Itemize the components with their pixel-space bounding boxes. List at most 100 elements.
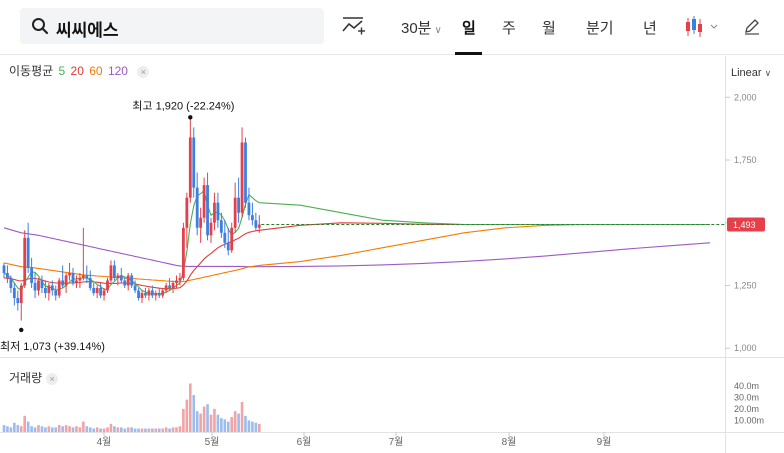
candle-body bbox=[64, 275, 68, 286]
candle-body bbox=[68, 272, 71, 276]
volume-bar bbox=[82, 421, 85, 432]
candlestick-type-icon[interactable] bbox=[684, 16, 720, 38]
ma-20-line bbox=[3, 222, 710, 290]
candle-body bbox=[230, 227, 234, 251]
price-chart[interactable]: 1,0001,2501,5001,7502,0004월5월6월7월8월9월1,4… bbox=[0, 56, 784, 453]
chart-area[interactable]: 1,0001,2501,5001,7502,0004월5월6월7월8월9월1,4… bbox=[0, 56, 784, 453]
add-indicator-icon[interactable] bbox=[341, 16, 367, 36]
volume-bar bbox=[61, 426, 64, 432]
ma-60-line bbox=[3, 223, 710, 283]
volume-bar bbox=[30, 426, 33, 432]
volume-bar bbox=[95, 427, 99, 432]
candle-body bbox=[12, 287, 16, 299]
scale-mode-select[interactable]: Linear ∨ bbox=[731, 67, 771, 79]
candle-body bbox=[251, 215, 254, 221]
volume-bar bbox=[37, 425, 40, 432]
candle-body bbox=[219, 220, 223, 233]
volume-tick-label: 20.0m bbox=[734, 404, 759, 414]
candle-body bbox=[150, 290, 154, 296]
candle-body bbox=[244, 142, 247, 203]
ma-legend-120: 120 bbox=[107, 64, 128, 78]
stock-search-box[interactable]: 씨씨에스 bbox=[20, 8, 324, 44]
volume-bar bbox=[140, 428, 144, 432]
period-tab-quarter[interactable]: 분기 bbox=[586, 20, 614, 37]
volume-bar bbox=[247, 420, 251, 432]
candle-body bbox=[40, 280, 44, 288]
volume-bar bbox=[251, 421, 254, 432]
candle-body bbox=[216, 202, 220, 221]
volume-bar bbox=[109, 423, 113, 432]
period-tab-year[interactable]: 년 bbox=[643, 20, 657, 37]
ma-legend: 이동평균 5 20 60 120 × bbox=[9, 62, 151, 79]
volume-bar bbox=[202, 406, 206, 432]
candle-body bbox=[95, 287, 99, 294]
candle-body bbox=[130, 275, 134, 286]
candle-body bbox=[19, 285, 23, 304]
volume-bar bbox=[78, 427, 82, 432]
volume-bar bbox=[161, 428, 164, 432]
candle-body bbox=[161, 290, 165, 296]
volume-bar bbox=[57, 425, 61, 432]
chevron-down-icon: ∨ bbox=[434, 25, 442, 36]
volume-bar bbox=[258, 423, 261, 432]
candle-body bbox=[195, 187, 199, 228]
candle-body bbox=[37, 280, 40, 291]
candle-body bbox=[81, 275, 85, 278]
volume-bar bbox=[16, 425, 20, 432]
volume-bar bbox=[99, 428, 102, 432]
high-marker bbox=[188, 115, 193, 120]
volume-tick-label: 30.0m bbox=[734, 392, 759, 402]
candle-body bbox=[106, 280, 109, 291]
volume-bar bbox=[64, 425, 68, 432]
volume-bar bbox=[23, 415, 26, 432]
volume-bar bbox=[189, 383, 192, 432]
volume-bar bbox=[120, 427, 123, 432]
pencil-icon[interactable] bbox=[743, 17, 761, 35]
volume-title: 거래량 × bbox=[9, 369, 59, 386]
volume-bar bbox=[216, 414, 220, 432]
volume-bar bbox=[178, 426, 182, 432]
volume-bar bbox=[9, 427, 13, 432]
candle-body bbox=[126, 275, 130, 286]
ma-legend-20: 20 bbox=[70, 64, 84, 78]
volume-bar bbox=[33, 427, 37, 432]
candle-body bbox=[113, 265, 116, 278]
candle-body bbox=[226, 242, 230, 251]
candle-body bbox=[147, 290, 151, 296]
volume-bar bbox=[254, 422, 258, 432]
candle-body bbox=[71, 272, 75, 283]
volume-bar bbox=[13, 422, 16, 432]
ma-120-line bbox=[3, 227, 711, 268]
volume-bar bbox=[230, 416, 233, 432]
candle-body bbox=[182, 227, 185, 278]
volume-bar bbox=[226, 421, 230, 432]
period-tab-month[interactable]: 월 bbox=[542, 20, 556, 37]
interval-label: 30분 bbox=[401, 20, 432, 37]
volume-bar bbox=[244, 415, 247, 432]
candle-body bbox=[50, 285, 54, 291]
close-ma-icon[interactable]: × bbox=[137, 66, 150, 78]
candle-body bbox=[185, 197, 189, 228]
volume-bar bbox=[171, 427, 175, 432]
volume-bar bbox=[209, 414, 213, 432]
candle-body bbox=[78, 277, 82, 281]
current-price-label: 1,493 bbox=[733, 220, 756, 230]
volume-bar bbox=[71, 427, 75, 432]
period-tab-week[interactable]: 주 bbox=[502, 20, 516, 37]
search-value: 씨씨에스 bbox=[56, 21, 119, 40]
candle-body bbox=[199, 217, 203, 228]
close-volume-icon[interactable]: × bbox=[46, 373, 59, 385]
interval-select[interactable]: 30분 ∨ bbox=[401, 17, 442, 38]
candle-body bbox=[9, 277, 13, 288]
volume-bar bbox=[126, 427, 130, 432]
candle-body bbox=[154, 293, 158, 296]
volume-tick-label: 10.00m bbox=[734, 415, 764, 425]
volume-bar bbox=[157, 428, 161, 432]
candle-body bbox=[171, 282, 175, 288]
volume-bar bbox=[213, 408, 216, 432]
candle-body bbox=[209, 222, 213, 236]
candle-body bbox=[237, 197, 240, 213]
candle-body bbox=[257, 224, 261, 228]
y-tick-label: 1,000 bbox=[734, 343, 757, 353]
period-tab-day[interactable]: 일 bbox=[462, 20, 476, 37]
